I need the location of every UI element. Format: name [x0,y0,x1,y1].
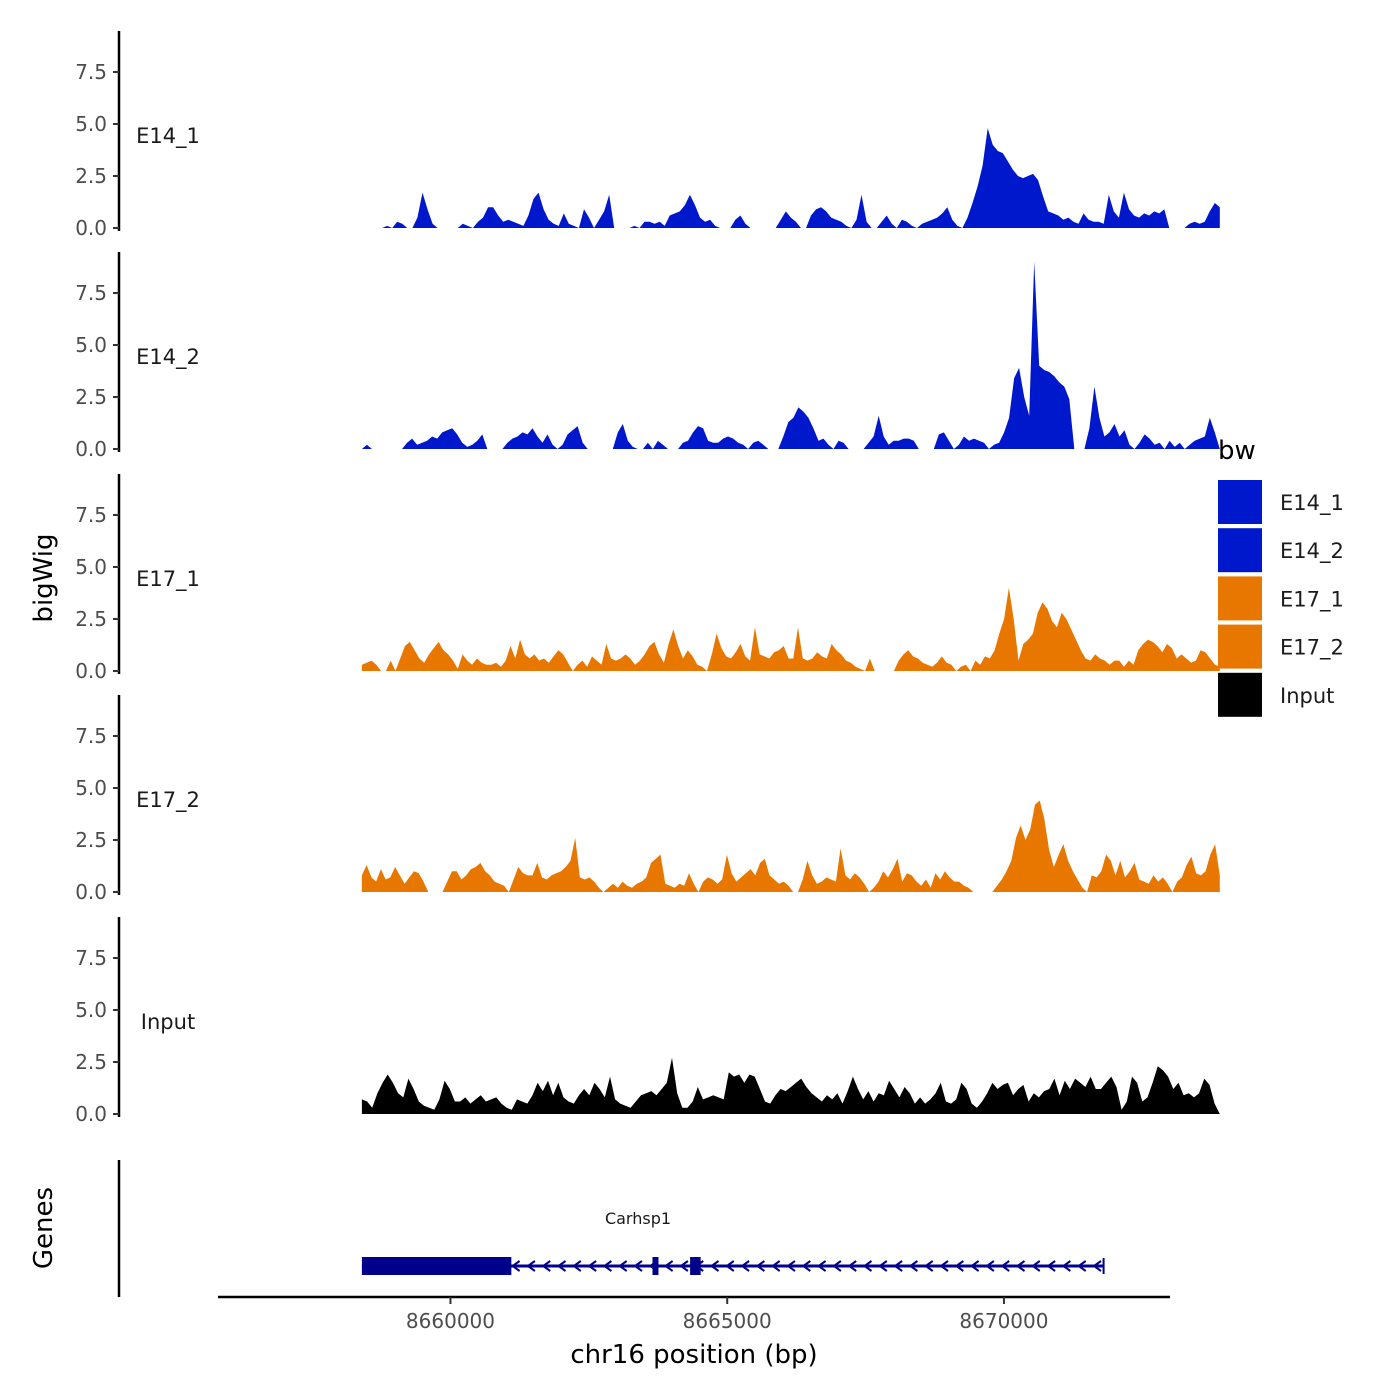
strand-arrow [1061,1260,1071,1272]
strand-arrow [1015,1260,1026,1272]
track-label: E14_1 [136,124,200,149]
y-tick-label: 5.0 [75,112,107,136]
legend-label: E17_1 [1280,587,1344,612]
strand-arrow [572,1260,582,1272]
strand-arrow [679,1260,689,1272]
strand-arrow [1000,1260,1010,1272]
strand-arrow [770,1260,781,1272]
strand-arrow [939,1260,949,1272]
strand-arrow [893,1260,903,1272]
strand-arrow [816,1260,827,1272]
strand-arrow [985,1260,995,1272]
strand-arrow [725,1260,735,1272]
strand-arrow [908,1260,918,1272]
track-E17_1: 0.0 2.5 5.0 7.5 E17_1 [75,474,1220,683]
track-label: Input [141,1010,195,1034]
area-E14_2 [361,261,1220,449]
gene-Carhsp1: Carhsp1 [361,1209,1105,1275]
y-tick-label: 2.5 [75,385,107,409]
y-tick-label: 0.0 [75,880,107,904]
legend-label: E14_2 [1280,539,1344,564]
strand-arrow [755,1260,765,1272]
y-tick-label: 2.5 [75,607,107,631]
legend-swatch-Input [1218,672,1262,717]
y-tick-label: 7.5 [75,60,107,84]
strand-arrow [862,1260,873,1272]
track-E17_2: 0.0 2.5 5.0 7.5 E17_2 [75,695,1220,904]
strand-arrow [709,1260,720,1272]
area-E14_1 [361,128,1220,228]
y-tick-label: 2.5 [75,164,107,188]
strand-arrow [587,1260,597,1272]
area-Input [361,1057,1220,1114]
strand-arrow [786,1260,796,1272]
strand-arrow [1076,1260,1087,1272]
x-tick-label: 8670000 [959,1309,1048,1333]
y-tick-label: 5.0 [75,776,107,800]
y-tick-label: 5.0 [75,998,107,1022]
strand-arrow [663,1260,674,1272]
y-tick-label: 7.5 [75,724,107,748]
strand-arrow [556,1260,567,1272]
tracks-layer: 0.0 2.5 5.0 7.5 E14_1 0.0 2.5 5.0 7.5 E14_2 0.0 2.5… [75,31,1220,1126]
strand-arrow [954,1260,964,1272]
strand-arrow [1046,1260,1056,1272]
legend-label: E17_2 [1280,636,1344,661]
area-E17_2 [361,800,1220,892]
y-tick-label: 7.5 [75,946,107,970]
gene-track: Carhsp1 [117,1160,1105,1297]
strand-arrow [526,1260,536,1272]
track-label: E17_2 [136,788,200,813]
legend-swatch-E14_1 [1218,480,1262,524]
legend-label: Input [1280,684,1334,708]
legend-swatch-E14_2 [1218,528,1262,573]
y-tick-label: 0.0 [75,1102,107,1126]
track-label: E17_1 [136,567,200,592]
legend-swatch-E17_2 [1218,624,1262,669]
strand-arrow [1031,1260,1041,1272]
exon [690,1257,701,1275]
y-tick-label: 0.0 [75,437,107,461]
area-E17_1 [361,587,1220,671]
y-axis-title: bigWig [29,533,59,622]
track-E14_2: 0.0 2.5 5.0 7.5 E14_2 [75,252,1220,461]
x-axis-title: chr16 position (bp) [570,1340,817,1370]
strand-arrow [617,1260,628,1272]
strand-arrow [832,1260,842,1272]
y-tick-label: 5.0 [75,555,107,579]
strand-arrow [847,1260,857,1272]
strand-arrow [878,1260,888,1272]
genes-axis-title: Genes [29,1187,59,1269]
gene-name-label: Carhsp1 [605,1209,671,1228]
y-tick-label: 2.5 [75,828,107,852]
y-tick-label: 0.0 [75,216,107,240]
x-tick-label: 8660000 [406,1309,495,1333]
exon [361,1257,512,1275]
track-label: E14_2 [136,345,200,370]
track-Input: 0.0 2.5 5.0 7.5 Input [75,917,1220,1126]
strand-arrow [923,1260,934,1272]
strand-arrow [602,1260,612,1272]
y-tick-label: 2.5 [75,1050,107,1074]
legend-title: bw [1218,436,1256,466]
y-tick-label: 5.0 [75,333,107,357]
track-E14_1: 0.0 2.5 5.0 7.5 E14_1 [75,31,1220,240]
x-tick-label: 8665000 [683,1309,772,1333]
y-tick-label: 0.0 [75,659,107,683]
strand-arrow [510,1260,521,1272]
exon [652,1257,659,1275]
strand-arrow [801,1260,811,1272]
strand-arrow [740,1260,750,1272]
legend: bw E14_1 E14_2 E17_1 E17_2 Input [1218,436,1344,717]
strand-arrow [541,1260,551,1272]
legend-swatch-E17_1 [1218,576,1262,621]
strand-arrow [1092,1260,1102,1272]
strand-arrow [633,1260,643,1272]
strand-arrow [969,1260,980,1272]
y-tick-label: 7.5 [75,281,107,305]
x-axis: 8660000 8665000 8670000 [218,1295,1170,1333]
legend-label: E14_1 [1280,491,1344,516]
y-tick-label: 7.5 [75,503,107,527]
